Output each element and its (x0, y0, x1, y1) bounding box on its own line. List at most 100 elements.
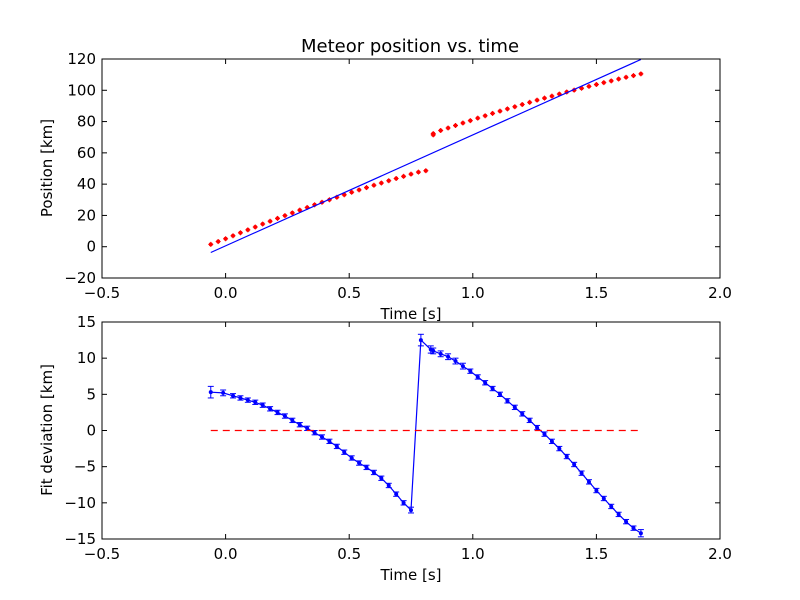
deviation-data-point (638, 531, 643, 536)
position-data-point (371, 183, 376, 188)
deviation-xtick-label: 1.5 (584, 545, 608, 563)
position-data-point (460, 120, 465, 125)
deviation-data-point (394, 492, 399, 497)
deviation-data-point (586, 479, 591, 484)
deviation-ytick-label: 5 (86, 385, 96, 403)
position-data-point (416, 170, 421, 175)
position-data-point (512, 104, 517, 109)
deviation-data-point (475, 374, 480, 379)
position-ytick-label: 100 (67, 81, 96, 99)
deviation-data-point (260, 403, 265, 408)
position-data-point (624, 75, 629, 80)
deviation-xtick-label: 1.0 (461, 545, 485, 563)
position-data-point (631, 73, 636, 78)
position-data-point (379, 181, 384, 186)
deviation-xtick-label: −0.5 (84, 545, 120, 563)
position-data-point (386, 178, 391, 183)
position-data-point (297, 208, 302, 213)
deviation-xtick-label: 2.0 (708, 545, 732, 563)
deviation-data-point (564, 454, 569, 459)
deviation-series-line (210, 338, 642, 534)
position-data-point (394, 176, 399, 181)
deviation-data-point (527, 418, 532, 423)
deviation-data-point (349, 455, 354, 460)
deviation-data-point (497, 392, 502, 397)
position-data-point (364, 185, 369, 190)
deviation-xtick-label: 0.5 (337, 545, 361, 563)
position-data-point (497, 109, 502, 114)
deviation-data-point (401, 500, 406, 505)
deviation-data-point (624, 519, 629, 524)
position-data-point (290, 210, 295, 215)
position-axes-frame (101, 58, 721, 279)
deviation-data-point (409, 508, 413, 513)
position-data-point (638, 71, 643, 76)
deviation-xlabel: Time [s] (380, 566, 442, 584)
position-ytick-label: 20 (77, 206, 96, 224)
position-data-point (223, 236, 228, 241)
position-ticks: −0.5 0.0 0.5 1.0 1.5 2.0 −20 0 20 40 60 80 100 120 (64, 50, 732, 302)
position-data-point (594, 82, 599, 87)
deviation-data-point (601, 496, 606, 501)
deviation-ytick-label: 10 (77, 349, 96, 367)
position-ytick-label: 60 (77, 144, 96, 162)
position-data-point (453, 123, 458, 128)
position-data-point (431, 131, 436, 136)
deviation-ylabel: Fit deviation [km] (38, 364, 56, 496)
position-xtick-label: 2.0 (708, 284, 732, 302)
position-data-point (601, 80, 606, 85)
deviation-data-point (364, 465, 369, 470)
position-data-point (520, 102, 525, 107)
position-data-point (245, 227, 250, 232)
position-data-point (586, 84, 591, 89)
position-data-point (438, 128, 443, 133)
deviation-data-point (357, 461, 362, 466)
position-chart: Meteor position vs. time −0.5 0.0 0.5 1.0 1.… (38, 36, 732, 323)
position-data-point (275, 216, 280, 221)
deviation-data-point (579, 471, 584, 476)
position-ytick-label: 120 (67, 50, 96, 68)
position-xtick-label: 0.5 (337, 284, 361, 302)
position-data-point (475, 116, 480, 121)
position-data-point (483, 113, 488, 118)
position-data-point (579, 86, 584, 91)
deviation-data-point (334, 444, 339, 449)
position-data-point (342, 192, 347, 197)
position-data-point (253, 225, 258, 230)
deviation-xtick-label: 0.0 (214, 545, 238, 563)
deviation-data-point (275, 410, 280, 415)
deviation-ytick-label: 0 (86, 422, 96, 440)
deviation-ytick-label: −5 (74, 458, 96, 476)
deviation-data-point (468, 369, 473, 374)
deviation-data-point (327, 439, 332, 444)
position-plot-layer (208, 58, 644, 254)
deviation-ticks: −0.5 0.0 0.5 1.0 1.5 2.0 −15 −10 −5 0 5 10 15 (64, 313, 732, 563)
position-data-point (542, 96, 547, 101)
position-data-point (609, 78, 614, 83)
position-data-point (490, 111, 495, 116)
deviation-data-point (282, 414, 287, 419)
deviation-data-point (231, 393, 236, 398)
position-data-point (401, 174, 406, 179)
position-data-point (446, 125, 451, 130)
position-data-point (616, 77, 621, 82)
deviation-data-point (253, 400, 258, 405)
deviation-data-point (616, 512, 621, 517)
position-data-point (208, 242, 213, 247)
position-ytick-label: 40 (77, 175, 96, 193)
position-xlabel: Time [s] (380, 305, 442, 323)
position-data-point (549, 94, 554, 99)
deviation-ytick-label: −15 (64, 530, 96, 548)
deviation-ytick-label: 15 (77, 313, 96, 331)
position-xtick-label: 0.0 (214, 284, 238, 302)
deviation-data-point (386, 483, 391, 488)
position-data-point (535, 98, 540, 103)
position-ytick-label: 80 (77, 113, 96, 131)
deviation-data-point (505, 398, 510, 403)
deviation-data-point (535, 425, 540, 430)
position-ytick-label: 0 (86, 238, 96, 256)
position-data-point (357, 187, 362, 192)
deviation-chart: −0.5 0.0 0.5 1.0 1.5 2.0 −15 −10 −5 0 5 10 15 Time [… (38, 313, 732, 584)
deviation-data-point (297, 422, 302, 427)
